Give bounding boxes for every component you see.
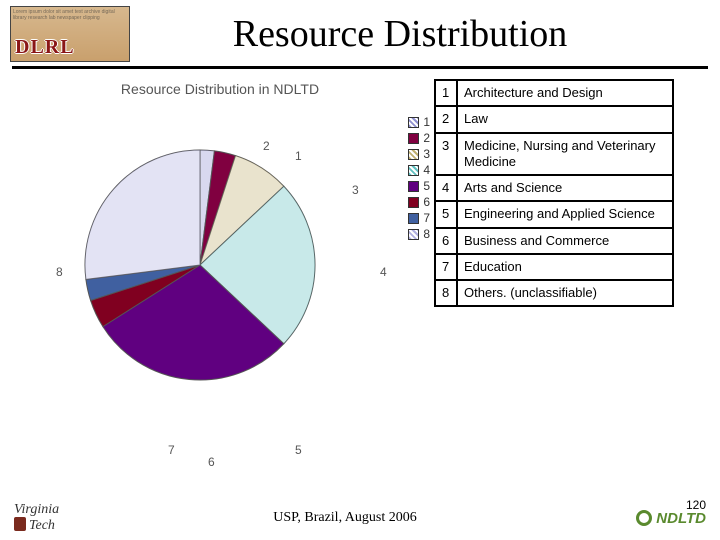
chart-legend: 1 2 3 4 5 6 7 8 [408, 115, 430, 243]
legend-swatch-icon [408, 229, 419, 240]
page-title: Resource Distribution [130, 12, 710, 56]
ndltd-logo: NDLTD [596, 510, 706, 527]
legend-label: 5 [423, 179, 430, 193]
legend-swatch-icon [408, 197, 419, 208]
legend-label: 2 [423, 131, 430, 145]
slice-label-2: 2 [263, 139, 270, 153]
slice-label-1: 1 [295, 149, 302, 163]
row-number: 3 [435, 133, 457, 176]
chart-title: Resource Distribution in NDLTD [10, 81, 430, 97]
row-number: 6 [435, 228, 457, 254]
legend-label: 6 [423, 195, 430, 209]
legend-swatch-icon [408, 133, 419, 144]
row-label: Medicine, Nursing and Veterinary Medicin… [457, 133, 673, 176]
row-number: 5 [435, 201, 457, 227]
vt-logo: Virginia Tech [14, 503, 94, 533]
row-label: Law [457, 106, 673, 132]
table-row: 8Others. (unclassifiable) [435, 280, 673, 306]
row-label: Engineering and Applied Science [457, 201, 673, 227]
slice-label-5: 5 [295, 443, 302, 457]
org-logo-text: DLRL [15, 36, 75, 59]
legend-label: 3 [423, 147, 430, 161]
legend-swatch-icon [408, 165, 419, 176]
table-row: 3Medicine, Nursing and Veterinary Medici… [435, 133, 673, 176]
shield-icon [14, 517, 26, 531]
footer: Virginia Tech USP, Brazil, August 2006 N… [0, 496, 720, 540]
legend-item-3: 3 [408, 147, 430, 161]
row-label: Arts and Science [457, 175, 673, 201]
legend-item-6: 6 [408, 195, 430, 209]
table-row: 7Education [435, 254, 673, 280]
slice-label-8: 8 [56, 265, 63, 279]
table-row: 6Business and Commerce [435, 228, 673, 254]
pie-svg [80, 145, 320, 385]
row-number: 2 [435, 106, 457, 132]
row-number: 4 [435, 175, 457, 201]
legend-swatch-icon [408, 117, 419, 128]
table-row: 5Engineering and Applied Science [435, 201, 673, 227]
legend-item-4: 4 [408, 163, 430, 177]
legend-swatch-icon [408, 149, 419, 160]
legend-item-7: 7 [408, 211, 430, 225]
legend-swatch-icon [408, 213, 419, 224]
legend-label: 8 [423, 227, 430, 241]
pie-chart: 1 2 3 4 5 6 7 8 1 2 3 4 5 6 7 8 [10, 105, 430, 445]
page-number: 120 [686, 498, 706, 512]
slice-label-3: 3 [352, 183, 359, 197]
content-area: Resource Distribution in NDLTD 1 2 3 4 5 6 7 8 … [0, 69, 720, 445]
legend-item-1: 1 [408, 115, 430, 129]
legend-item-2: 2 [408, 131, 430, 145]
header: Lorem ipsum dolor sit amet text archive … [0, 0, 720, 62]
row-label: Architecture and Design [457, 80, 673, 106]
legend-item-5: 5 [408, 179, 430, 193]
slice-label-4: 4 [380, 265, 387, 279]
legend-label: 4 [423, 163, 430, 177]
category-table: 1Architecture and Design2Law3Medicine, N… [434, 79, 674, 307]
legend-swatch-icon [408, 181, 419, 192]
ndltd-text: NDLTD [656, 510, 706, 527]
table-row: 2Law [435, 106, 673, 132]
ring-icon [636, 510, 652, 526]
table-row: 4Arts and Science [435, 175, 673, 201]
footer-caption: USP, Brazil, August 2006 [94, 510, 596, 526]
row-label: Education [457, 254, 673, 280]
legend-label: 7 [423, 211, 430, 225]
legend-item-8: 8 [408, 227, 430, 241]
row-label: Business and Commerce [457, 228, 673, 254]
org-logo: Lorem ipsum dolor sit amet text archive … [10, 6, 130, 62]
slice-label-6: 6 [208, 455, 215, 469]
row-label: Others. (unclassifiable) [457, 280, 673, 306]
table-row: 1Architecture and Design [435, 80, 673, 106]
slice-label-7: 7 [168, 443, 175, 457]
row-number: 1 [435, 80, 457, 106]
legend-label: 1 [423, 115, 430, 129]
row-number: 7 [435, 254, 457, 280]
row-number: 8 [435, 280, 457, 306]
chart-column: Resource Distribution in NDLTD 1 2 3 4 5 6 7 8 … [10, 77, 430, 445]
category-table-column: 1Architecture and Design2Law3Medicine, N… [430, 77, 710, 445]
